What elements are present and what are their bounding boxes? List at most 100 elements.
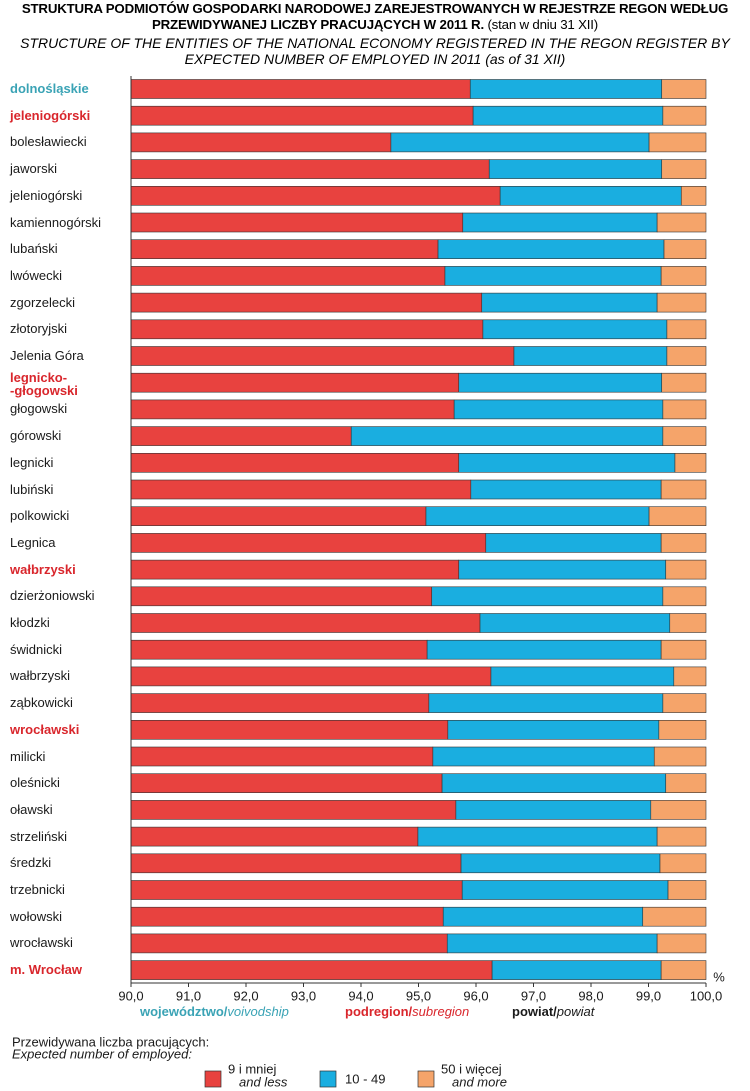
legend-swatch [417, 1070, 435, 1088]
bar-segment [428, 693, 664, 713]
level-label-en: voivodship [227, 1004, 288, 1019]
category-label: legnicki [10, 454, 54, 470]
bar-segment [130, 586, 433, 607]
legend-swatch [319, 1070, 337, 1088]
bar-segment [499, 186, 682, 206]
bar-segment [130, 960, 493, 980]
bar-segment [669, 613, 707, 633]
category-label: kamiennogórski [10, 214, 102, 230]
bar-segment [469, 79, 663, 99]
level-legend-entry: województwo/voivodship [139, 1004, 289, 1019]
bar-segment [661, 159, 707, 179]
bar-segment [130, 399, 455, 420]
bar-segment [130, 266, 446, 286]
bar-segment [470, 479, 662, 500]
category-label: bolesławiecki [10, 134, 87, 150]
bar-segment [642, 906, 707, 927]
bar-segment [447, 719, 660, 740]
category-label: kłodzki [10, 615, 50, 630]
bar-segment [426, 639, 662, 660]
category-label: jaworski [10, 161, 57, 177]
category-label: lwówecki [10, 267, 63, 283]
category-label: polkowicki [10, 508, 70, 524]
category-label: lubański [10, 241, 58, 257]
category-label: złotoryjski [10, 321, 68, 337]
title-block: STRUKTURA PODMIOTÓW GOSPODARKI NARODOWEJ… [0, 1, 750, 33]
category-label: oławski [10, 801, 53, 817]
x-tick-label: 91,0 [176, 988, 201, 1003]
x-tick-label: 96,0 [463, 988, 488, 1003]
bar-segment [666, 319, 707, 340]
bar-segment [658, 719, 707, 740]
bar-segment [417, 826, 658, 847]
category-label: jeleniogórski [10, 187, 83, 203]
chart-title: STRUKTURA PODMIOTÓW GOSPODARKI NARODOWEJ… [21, 1, 729, 32]
bar-segment [648, 132, 707, 153]
x-tick-label: 92,0 [233, 988, 258, 1003]
bar-segment [130, 826, 419, 847]
bar-segment [661, 372, 707, 393]
bar-segment [490, 666, 675, 687]
category-label: m. Wrocław [10, 962, 83, 978]
bar-segment [482, 319, 668, 340]
category-label: głogowski [10, 401, 68, 417]
bar-segment [680, 186, 707, 206]
title-note: (stan w dniu 31 XII) [487, 17, 599, 32]
category-label: zgorzelecki [10, 294, 76, 310]
bar-segment [458, 452, 676, 473]
category-label: oleśnicki [10, 775, 60, 791]
bar-segment [130, 533, 487, 553]
bar-segment [130, 319, 484, 340]
bar-segment [130, 186, 501, 206]
bar-segment [130, 452, 460, 473]
bar-segment [432, 746, 655, 767]
category-label: trzebnicki [10, 882, 65, 897]
x-tick-label: 93,0 [291, 988, 316, 1003]
legend-label-en: and more [452, 1074, 507, 1089]
level-label: podregion/ [345, 1004, 413, 1019]
bar-segment [437, 239, 665, 259]
category-label: dolnośląskie [10, 81, 89, 96]
bar-segment [458, 559, 667, 580]
legend-title: Przewidywana liczba pracujących: [12, 1034, 209, 1049]
bar-segment [662, 399, 707, 420]
bar-segment [130, 800, 457, 820]
category-label: strzeliński [10, 828, 68, 844]
bar-segment [130, 906, 444, 927]
level-legend-entry: powiat/powiat [512, 1004, 596, 1019]
bar-segment [488, 159, 663, 179]
bar-segment [130, 212, 464, 233]
bar-segment [485, 533, 662, 553]
bar-segment [665, 773, 707, 794]
bar-segment [666, 346, 707, 366]
category-label: wrocławski [10, 721, 80, 737]
level-label-en: powiat [556, 1004, 596, 1019]
x-tick-label: 90,0 [118, 988, 143, 1003]
category-label: Legnica [10, 534, 56, 550]
bar-segment [130, 292, 483, 313]
legend-label: 50 i więcej [441, 1061, 502, 1076]
bar-segment [441, 773, 667, 794]
category-label: milicki [10, 748, 46, 764]
bar-segment [130, 159, 490, 179]
bar-segment [130, 746, 434, 767]
category-label: Jelenia Góra [10, 348, 84, 363]
x-unit: % [713, 969, 725, 984]
category-label: jeleniogórski [10, 107, 91, 123]
bar-segment [667, 880, 707, 900]
bar-segment [656, 933, 707, 954]
x-tick-label: 100,0 [690, 988, 723, 1003]
bar-segment [130, 372, 460, 393]
category-label: legnicko- -głogowski [10, 370, 78, 399]
bar-segment [662, 586, 707, 607]
x-tick-label: 95,0 [406, 988, 431, 1003]
category-label: ząbkowicki [10, 695, 73, 711]
bar-segment [663, 239, 707, 259]
legend-label: 10 - 49 [345, 1071, 385, 1086]
bar-segment [648, 506, 707, 527]
category-label: wrocławski [10, 935, 73, 951]
bar-segment [130, 613, 481, 633]
bar-segment [479, 613, 671, 633]
bar-segment [431, 586, 664, 607]
